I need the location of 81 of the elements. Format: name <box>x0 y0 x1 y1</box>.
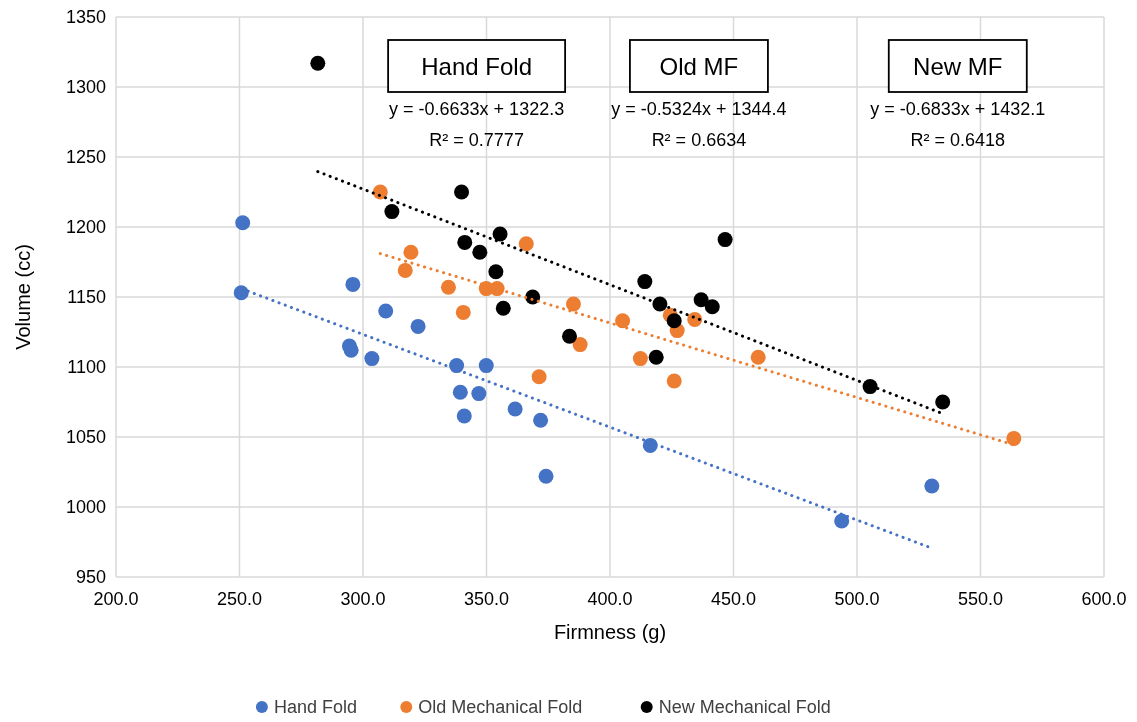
legend-label: Old Mechanical Fold <box>418 697 583 717</box>
x-tick-label: 500.0 <box>834 589 880 609</box>
point <box>531 369 547 385</box>
x-axis-title: Firmness (g) <box>553 621 667 643</box>
point <box>924 478 940 494</box>
y-tick-label: 1000 <box>65 497 106 518</box>
point <box>455 304 471 320</box>
annotation: Hand Fold <box>421 53 532 80</box>
point <box>642 437 658 453</box>
point <box>687 311 703 327</box>
annotation: Old MF <box>659 53 739 80</box>
point <box>518 236 534 252</box>
point <box>693 292 709 308</box>
point <box>472 244 488 260</box>
point <box>489 281 505 297</box>
point <box>615 313 631 329</box>
y-axis-title: Volume (cc) <box>12 244 34 350</box>
y-tick-label: 1300 <box>65 77 106 98</box>
point <box>471 386 487 402</box>
point <box>717 232 733 248</box>
x-tick-label: 350.0 <box>463 589 510 609</box>
point <box>488 264 504 280</box>
point <box>834 513 850 529</box>
point <box>457 234 473 250</box>
point <box>343 342 359 358</box>
y-tick-label: 1250 <box>65 147 106 168</box>
point <box>666 313 682 329</box>
x-tick-label: 400.0 <box>587 589 633 609</box>
point <box>378 303 394 319</box>
point <box>750 349 766 365</box>
y-tick-label: 1150 <box>67 287 106 308</box>
legend-label: New Mechanical Fold <box>658 697 831 717</box>
point <box>233 285 249 301</box>
point <box>666 373 682 389</box>
annotation: R² = 0.6418 <box>910 130 1006 150</box>
annotation: R² = 0.7777 <box>429 130 524 150</box>
y-tick-label: 1050 <box>65 427 106 448</box>
point <box>632 351 648 367</box>
point <box>561 328 577 344</box>
point <box>384 204 400 220</box>
legend-label: Hand Fold <box>273 697 357 717</box>
annotation: y = -0.6633x + 1322.3 <box>389 99 565 119</box>
y-tick-label: 1200 <box>65 217 106 238</box>
point <box>478 358 494 374</box>
x-tick-label: 550.0 <box>957 589 1004 609</box>
point <box>345 276 361 292</box>
point <box>310 55 326 71</box>
annotation: y = -0.5324x + 1344.4 <box>611 99 787 119</box>
x-tick-label: 200.0 <box>93 589 139 609</box>
y-tick-label: 950 <box>75 567 106 588</box>
point <box>454 184 470 200</box>
point <box>507 401 523 417</box>
y-tick-label: 1350 <box>65 7 106 28</box>
x-tick-label: 300.0 <box>340 589 386 609</box>
point <box>935 394 951 410</box>
annotation: New MF <box>913 53 1003 80</box>
point <box>364 351 380 367</box>
x-tick-label: 250.0 <box>216 589 263 609</box>
point <box>637 274 653 290</box>
point <box>495 300 511 316</box>
point <box>648 349 664 365</box>
point <box>538 468 554 484</box>
point <box>456 408 472 424</box>
point <box>492 226 508 242</box>
point <box>572 337 588 353</box>
point <box>452 384 468 400</box>
annotation: R² = 0.6634 <box>651 130 747 150</box>
point <box>410 318 426 334</box>
x-tick-label: 600.0 <box>1081 589 1127 609</box>
point <box>533 412 549 428</box>
point <box>403 244 419 260</box>
y-tick-label: 1100 <box>67 357 106 378</box>
point <box>449 358 465 374</box>
point <box>397 262 413 278</box>
x-tick-label: 450.0 <box>710 589 757 609</box>
annotation: y = -0.6833x + 1432.1 <box>870 99 1046 119</box>
point <box>1006 430 1022 446</box>
point <box>704 299 720 315</box>
point <box>565 296 581 312</box>
point <box>235 215 251 231</box>
point <box>440 279 456 295</box>
